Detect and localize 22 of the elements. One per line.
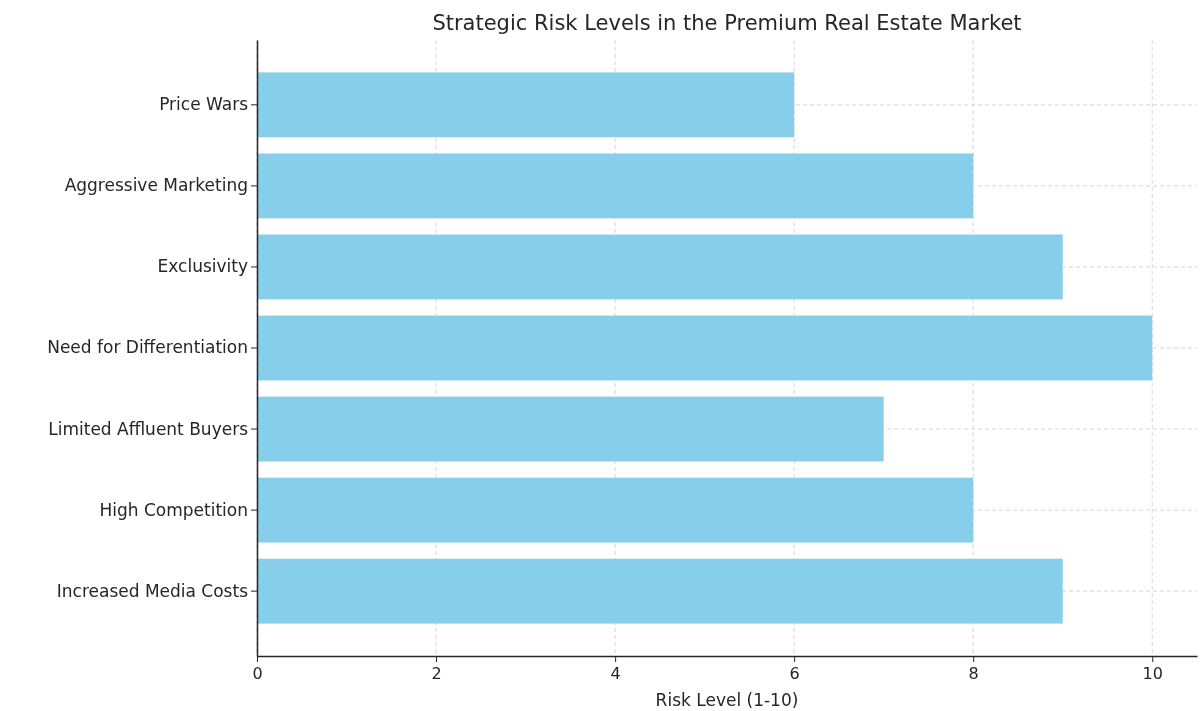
- bar: [257, 234, 1063, 300]
- y-tick-label: High Competition: [99, 499, 248, 520]
- y-tick-label: Increased Media Costs: [56, 580, 249, 601]
- x-tick-label: 2: [431, 664, 442, 684]
- y-tick-label: Limited Affluent Buyers: [48, 418, 249, 439]
- y-tick-label: Price Wars: [159, 94, 249, 115]
- x-axis-title: Risk Level (1-10): [655, 690, 799, 710]
- bar: [257, 558, 1063, 624]
- x-tick-label: 0: [252, 664, 263, 684]
- y-tick-label: Exclusivity: [157, 256, 248, 277]
- chart-title: Strategic Risk Levels in the Premium Real Estate Market: [432, 11, 1022, 35]
- x-tick-label: 10: [1142, 664, 1163, 684]
- bar: [257, 315, 1153, 381]
- x-tick-label: 6: [789, 664, 800, 684]
- y-tick-label: Aggressive Marketing: [64, 175, 248, 196]
- x-tick-label: 4: [610, 664, 621, 684]
- bar: [257, 72, 795, 138]
- bar: [257, 477, 974, 543]
- x-tick-label: 8: [968, 664, 979, 684]
- bar: [257, 153, 974, 219]
- bar: [257, 396, 884, 462]
- y-tick-label: Need for Differentiation: [47, 337, 248, 358]
